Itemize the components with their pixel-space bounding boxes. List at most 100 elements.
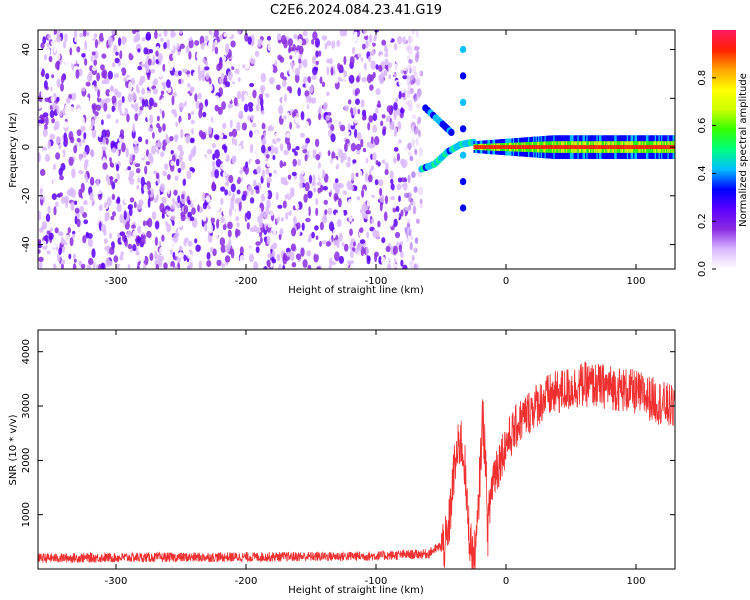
heatmap-noise-cell bbox=[123, 77, 128, 82]
heatmap-noise-cell bbox=[79, 61, 83, 69]
heatmap-noise-cell bbox=[98, 263, 102, 269]
heatmap-noise-cell bbox=[202, 202, 207, 210]
heatmap-noise-cell bbox=[370, 165, 375, 170]
heatmap-noise-cell bbox=[347, 99, 352, 105]
heatmap-noise-cell bbox=[40, 124, 45, 130]
heatmap-noise-cell bbox=[154, 236, 158, 246]
heatmap-noise-cell bbox=[160, 90, 165, 96]
heatmap-noise-cell bbox=[345, 117, 349, 128]
heatmap-noise-cell bbox=[299, 132, 305, 138]
heatmap-noise-cell bbox=[38, 210, 42, 221]
heatmap-noise-cell bbox=[365, 210, 372, 215]
heatmap-noise-cell bbox=[91, 248, 96, 259]
heatmap-noise-cell bbox=[102, 169, 106, 177]
heatmap-noise-cell bbox=[406, 144, 412, 150]
heatmap-noise-cell bbox=[374, 30, 380, 33]
heatmap-noise-cell bbox=[236, 91, 242, 100]
heatmap-noise-cell bbox=[137, 225, 142, 234]
spectrogram-xtick-label: 0 bbox=[503, 276, 509, 287]
heatmap-noise-cell bbox=[46, 49, 51, 55]
heatmap-noise-cell bbox=[418, 30, 423, 40]
heatmap-noise-cell bbox=[174, 265, 178, 269]
heatmap-noise-cell bbox=[177, 252, 184, 258]
heatmap-noise-cell bbox=[367, 122, 371, 131]
heatmap-noise-cell bbox=[96, 79, 101, 89]
heatmap-noise-cell bbox=[408, 228, 412, 237]
heatmap-noise-cell bbox=[140, 176, 145, 187]
heatmap-noise-cell bbox=[395, 108, 401, 116]
heatmap-noise-cell bbox=[354, 31, 358, 37]
spectrogram-ytick-label: -40 bbox=[21, 236, 32, 252]
heatmap-noise-cell bbox=[232, 192, 236, 202]
heatmap-noise-cell bbox=[369, 84, 374, 91]
heatmap-noise-cell bbox=[402, 47, 408, 53]
heatmap-noise-cell bbox=[134, 258, 138, 267]
heatmap-noise-cell bbox=[187, 251, 191, 259]
heatmap-noise-cell bbox=[412, 205, 417, 215]
heatmap-noise-cell bbox=[270, 159, 276, 170]
heatmap-noise-cell bbox=[158, 240, 162, 247]
heatmap-noise-cell bbox=[124, 254, 127, 264]
heatmap-noise-cell bbox=[156, 228, 162, 235]
heatmap-noise-cell bbox=[329, 170, 334, 176]
heatmap-carrier-core bbox=[675, 145, 679, 149]
heatmap-noise-cell bbox=[267, 253, 273, 259]
heatmap-noise-cell bbox=[395, 54, 400, 64]
heatmap-noise-cell bbox=[295, 230, 301, 237]
heatmap-noise-cell bbox=[67, 177, 73, 187]
heatmap-noise-cell bbox=[74, 166, 79, 172]
heatmap-noise-cell bbox=[338, 209, 344, 219]
heatmap-noise-cell bbox=[295, 146, 300, 151]
heatmap-noise-cell bbox=[133, 38, 138, 43]
heatmap-noise-cell bbox=[261, 86, 264, 97]
heatmap-noise-cell bbox=[401, 233, 408, 243]
heatmap-noise-cell bbox=[121, 35, 127, 46]
heatmap-noise-cell bbox=[94, 39, 98, 49]
heatmap-noise-cell bbox=[343, 229, 347, 238]
heatmap-noise-cell bbox=[227, 229, 232, 238]
heatmap-noise-cell bbox=[127, 166, 131, 171]
heatmap-noise-cell bbox=[271, 258, 277, 264]
heatmap-noise-cell bbox=[55, 136, 60, 145]
heatmap-noise-cell bbox=[364, 34, 369, 41]
heatmap-noise-cell bbox=[204, 35, 209, 42]
heatmap-noise-cell bbox=[52, 180, 57, 189]
heatmap-cells bbox=[38, 30, 679, 269]
heatmap-noise-cell bbox=[128, 81, 133, 92]
heatmap-noise-cell bbox=[357, 131, 362, 141]
heatmap-noise-cell bbox=[336, 219, 342, 228]
heatmap-noise-cell bbox=[179, 172, 184, 182]
heatmap-noise-cell bbox=[156, 194, 159, 201]
heatmap-noise-cell bbox=[290, 187, 295, 195]
snr-background bbox=[38, 330, 675, 569]
heatmap-noise-cell bbox=[367, 161, 371, 171]
heatmap-noise-cell bbox=[182, 178, 187, 186]
heatmap-noise-cell bbox=[366, 111, 370, 116]
heatmap-noise-cell bbox=[107, 61, 113, 70]
heatmap-noise-cell bbox=[175, 158, 180, 167]
heatmap-noise-cell bbox=[243, 103, 249, 113]
heatmap-noise-cell bbox=[266, 199, 271, 209]
heatmap-noise-cell bbox=[356, 196, 361, 201]
heatmap-noise-cell bbox=[227, 190, 232, 197]
heatmap-noise-cell bbox=[414, 244, 421, 250]
heatmap-noise-cell bbox=[204, 165, 209, 176]
heatmap-noise-cell bbox=[76, 129, 82, 137]
heatmap-noise-cell bbox=[147, 152, 153, 161]
heatmap-noise-cell bbox=[327, 207, 333, 215]
heatmap-noise-cell bbox=[335, 212, 340, 218]
heatmap-noise-cell bbox=[201, 121, 205, 128]
heatmap-noise-cell bbox=[321, 230, 326, 239]
heatmap-noise-cell bbox=[81, 53, 86, 58]
heatmap-noise-cell bbox=[416, 67, 421, 77]
heatmap-noise-cell bbox=[199, 255, 206, 262]
heatmap-noise-cell bbox=[190, 234, 196, 240]
heatmap-noise-cell bbox=[338, 255, 344, 264]
heatmap-noise-cell bbox=[59, 175, 64, 181]
heatmap-noise-cell bbox=[379, 54, 384, 63]
heatmap-noise-cell bbox=[297, 108, 303, 113]
heatmap-noise-cell bbox=[241, 194, 247, 201]
heatmap-noise-cell bbox=[254, 50, 260, 58]
heatmap-noise-cell bbox=[350, 249, 354, 259]
heatmap-noise-cell bbox=[158, 163, 164, 172]
